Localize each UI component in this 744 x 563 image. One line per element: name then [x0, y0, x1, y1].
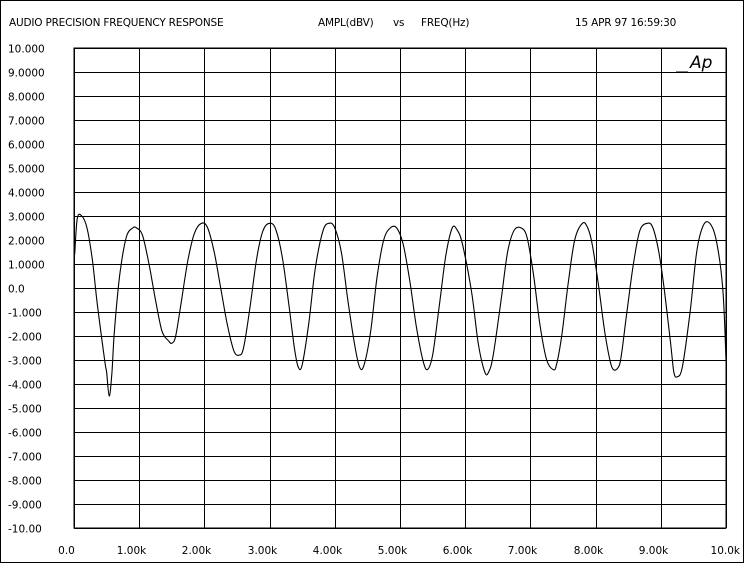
- x-tick-label: 7.00k: [508, 545, 538, 557]
- x-tick-label: 10.0k: [711, 545, 741, 557]
- y-tick-label: -5.000: [8, 404, 42, 416]
- timestamp: 15 APR 97 16:59:30: [575, 17, 677, 29]
- x-tick-label: 0.0: [58, 545, 75, 557]
- y-tick-label: 5.0000: [8, 164, 45, 176]
- y-tick-label: -3.000: [8, 356, 42, 368]
- x-tick-label: 3.00k: [248, 545, 278, 557]
- x-tick-label: 1.00k: [117, 545, 147, 557]
- vs-label: vs: [393, 17, 405, 29]
- x-tick-label: 4.00k: [313, 545, 343, 557]
- plot-series: [74, 213, 727, 397]
- x-tick-labels: 0.0 1.00k 2.00k 3.00k 4.00k 5.00k 6.00k 7.00k 8.…: [58, 545, 741, 557]
- y-tick-label: 2.0000: [8, 236, 45, 248]
- y-tick-label: 10.000: [8, 44, 45, 56]
- y-tick-label: 9.0000: [8, 68, 45, 80]
- y-tick-label: -10.00: [8, 524, 42, 536]
- y-tick-label: -1.000: [8, 308, 42, 320]
- y-tick-label: 1.0000: [8, 260, 45, 272]
- ap-logo-text: Ap: [689, 53, 713, 73]
- y-tick-label: -7.000: [8, 452, 42, 464]
- y-tick-label: -6.000: [8, 428, 42, 440]
- x-axis-caption: FREQ(Hz): [421, 17, 470, 29]
- x-tick-label: 5.00k: [378, 545, 408, 557]
- x-tick-label: 6.00k: [443, 545, 473, 557]
- y-tick-label: 6.0000: [8, 140, 45, 152]
- y-tick-label: -9.000: [8, 500, 42, 512]
- y-tick-label: 7.0000: [8, 116, 45, 128]
- y-tick-label: -8.000: [8, 476, 42, 488]
- y-axis-caption: AMPL(dBV): [318, 17, 374, 29]
- y-tick-label: 4.0000: [8, 188, 45, 200]
- y-tick-label: 0.0: [8, 284, 25, 296]
- series-line: [74, 213, 727, 397]
- ap-logo: Ap: [676, 53, 713, 73]
- x-tick-label: 8.00k: [574, 545, 604, 557]
- y-tick-label: -2.000: [8, 332, 42, 344]
- grid: [73, 47, 727, 529]
- x-tick-label: 9.00k: [639, 545, 669, 557]
- y-tick-labels: 10.000 9.0000 8.0000 7.0000 6.0000 5.0000 4.00…: [8, 44, 45, 536]
- y-tick-label: -4.000: [8, 380, 42, 392]
- chart-title: AUDIO PRECISION FREQUENCY RESPONSE: [9, 17, 224, 29]
- x-tick-label: 2.00k: [182, 545, 212, 557]
- y-tick-label: 8.0000: [8, 92, 45, 104]
- y-tick-label: 3.0000: [8, 212, 45, 224]
